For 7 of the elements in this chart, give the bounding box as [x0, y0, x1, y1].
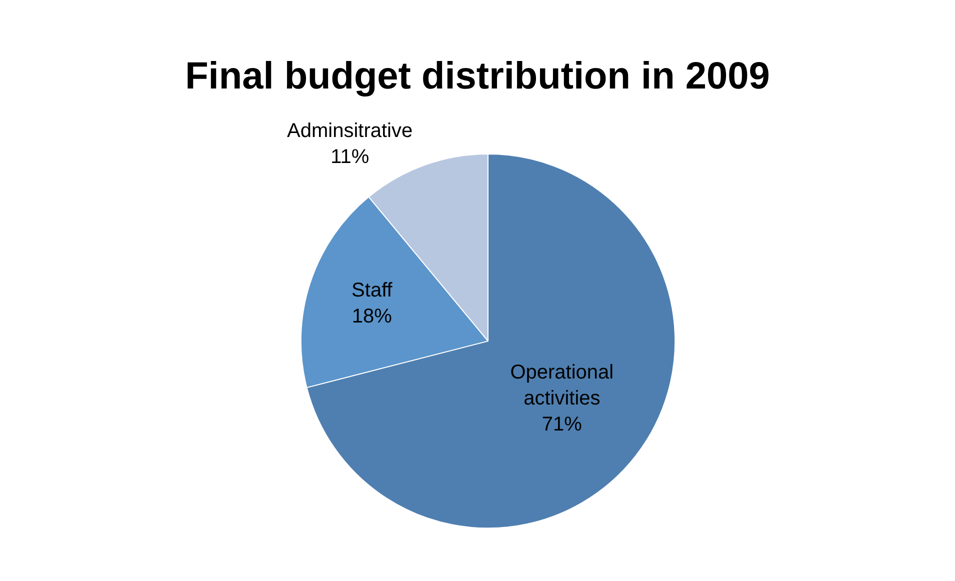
slice-label: Operational activities — [510, 361, 614, 410]
data-label: 18% — [352, 305, 392, 328]
slice-label: Adminsitrative — [287, 120, 413, 142]
data-label: 11% — [330, 146, 370, 168]
data-label: 71% — [542, 413, 582, 436]
chart-title: Final budget distribution in 2009 — [185, 55, 770, 98]
slice-label: Staff — [352, 279, 393, 302]
